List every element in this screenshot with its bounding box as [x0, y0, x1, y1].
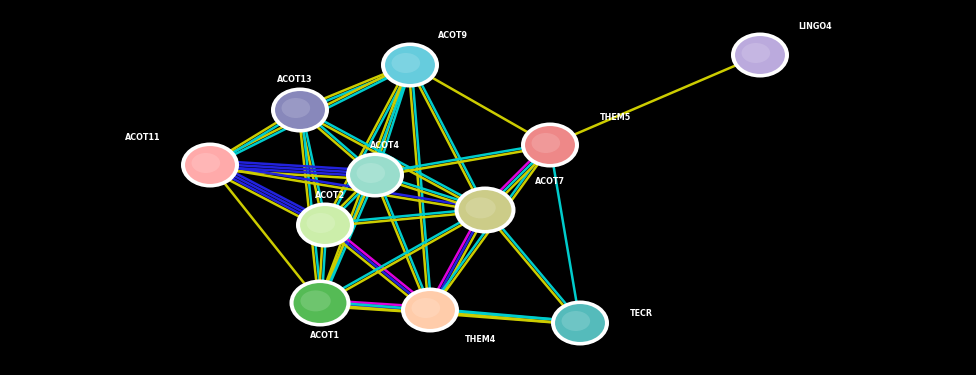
Ellipse shape	[466, 197, 496, 218]
Text: ACOT13: ACOT13	[277, 75, 312, 84]
Ellipse shape	[184, 145, 236, 185]
Text: ACOT4: ACOT4	[370, 141, 400, 150]
Text: TECR: TECR	[630, 309, 653, 318]
Ellipse shape	[296, 202, 354, 248]
Text: ACOT11: ACOT11	[125, 132, 160, 141]
Ellipse shape	[191, 153, 221, 173]
Ellipse shape	[561, 311, 590, 331]
Text: ACOT7: ACOT7	[535, 177, 565, 186]
Ellipse shape	[554, 303, 606, 343]
Text: THEM4: THEM4	[465, 336, 496, 345]
Ellipse shape	[521, 123, 579, 168]
Ellipse shape	[301, 290, 331, 311]
Ellipse shape	[524, 125, 576, 165]
Text: ACOT2: ACOT2	[315, 190, 346, 200]
Text: ACOT9: ACOT9	[438, 30, 468, 39]
Ellipse shape	[293, 282, 347, 324]
Text: LINGO4: LINGO4	[798, 22, 832, 32]
Ellipse shape	[401, 288, 459, 333]
Ellipse shape	[181, 142, 239, 188]
Ellipse shape	[404, 290, 456, 330]
Ellipse shape	[299, 205, 351, 245]
Ellipse shape	[532, 133, 560, 153]
Text: THEM5: THEM5	[600, 112, 631, 122]
Ellipse shape	[384, 45, 436, 85]
Ellipse shape	[306, 213, 335, 233]
Ellipse shape	[391, 53, 420, 73]
Ellipse shape	[742, 43, 770, 63]
Ellipse shape	[412, 298, 440, 318]
Ellipse shape	[281, 98, 310, 118]
Ellipse shape	[271, 87, 329, 132]
Ellipse shape	[349, 155, 401, 195]
Ellipse shape	[551, 300, 609, 345]
Ellipse shape	[356, 163, 386, 183]
Ellipse shape	[734, 35, 786, 75]
Ellipse shape	[346, 153, 404, 198]
Ellipse shape	[274, 90, 326, 130]
Text: ACOT1: ACOT1	[310, 330, 340, 339]
Ellipse shape	[731, 33, 789, 78]
Ellipse shape	[458, 189, 512, 231]
Ellipse shape	[290, 279, 350, 327]
Ellipse shape	[381, 42, 439, 87]
Ellipse shape	[455, 186, 515, 234]
